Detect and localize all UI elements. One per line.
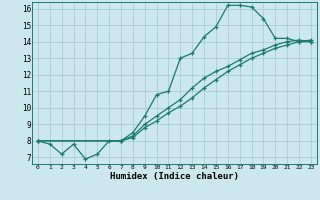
X-axis label: Humidex (Indice chaleur): Humidex (Indice chaleur) bbox=[110, 172, 239, 181]
